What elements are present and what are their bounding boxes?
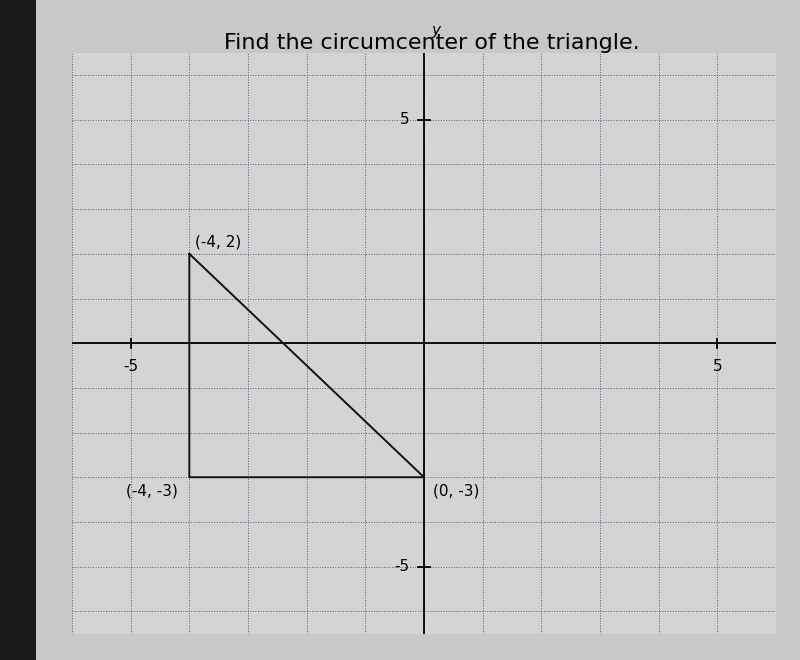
Text: Find the circumcenter of the triangle.: Find the circumcenter of the triangle. [224, 33, 640, 53]
Text: y: y [431, 23, 440, 38]
Text: 5: 5 [400, 112, 410, 127]
Text: (-4, 2): (-4, 2) [195, 234, 242, 249]
Text: 5: 5 [713, 359, 722, 374]
Text: (0, -3): (0, -3) [433, 484, 479, 499]
Text: -5: -5 [123, 359, 138, 374]
Text: -5: -5 [394, 559, 410, 574]
Text: (-4, -3): (-4, -3) [126, 484, 178, 499]
